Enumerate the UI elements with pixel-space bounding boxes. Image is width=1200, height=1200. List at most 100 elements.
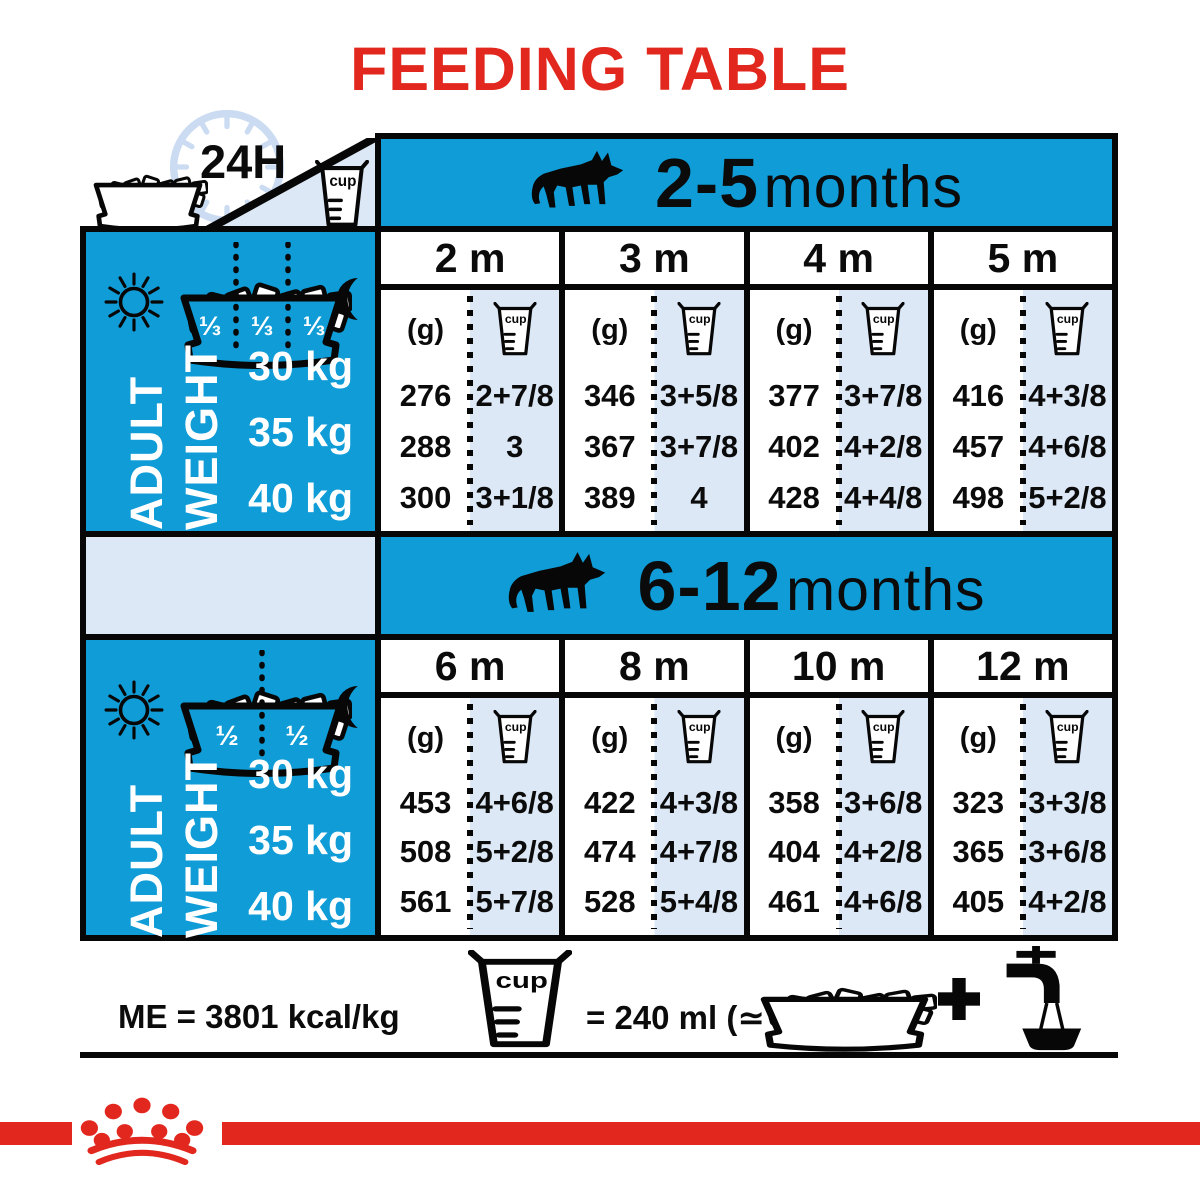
cup-value: 3 <box>506 428 524 464</box>
month-header: 2 m <box>381 232 560 290</box>
grams-value: 561 <box>399 884 452 920</box>
grams-value: 276 <box>399 377 452 413</box>
dotted-divider <box>467 296 474 525</box>
grams-value: 377 <box>768 377 820 413</box>
cup-value: 5+2/8 <box>475 834 554 870</box>
grams-value: 528 <box>583 884 636 920</box>
grams-header: (g) <box>591 721 629 754</box>
grams-value: 288 <box>399 428 452 464</box>
separator-line <box>80 1052 1118 1058</box>
cup-value: 3+1/8 <box>475 479 554 515</box>
dotted-divider <box>467 704 474 929</box>
royal-canin-crown-logo <box>80 1097 204 1165</box>
month-values: (g) 323 3+3/8 365 3+6/8 405 4+2/8 <box>933 698 1112 935</box>
measuring-cup-icon <box>1045 302 1089 358</box>
cup-value: 4+6/8 <box>843 884 923 920</box>
age-header-text: 2-5 months <box>655 148 963 218</box>
cup-value: 3+3/8 <box>1028 784 1107 820</box>
month-column: 4 m (g) 377 3+7/8 402 4+2/8 428 4+4/8 <box>749 232 934 531</box>
age-range: 2-5 <box>654 143 760 222</box>
grams-value: 358 <box>768 784 820 820</box>
food-bowl-icon <box>752 958 937 1054</box>
weight-label: 35 kg <box>248 409 353 455</box>
bowl-fraction: ⅓ <box>251 311 274 341</box>
cup-value: 5+4/8 <box>659 884 739 920</box>
grams-header: (g) <box>959 721 997 754</box>
grams-value: 461 <box>768 884 820 920</box>
age-header-6-12-months: 6-12 months <box>375 531 1118 640</box>
month-column: 12 m (g) 323 3+3/8 365 3+6/8 405 4+2/8 <box>933 640 1112 935</box>
month-header: 5 m <box>933 232 1112 290</box>
month-column: 8 m (g) 422 4+3/8 474 4+7/8 528 5+4/8 <box>565 640 750 935</box>
cup-value: 3+6/8 <box>1028 834 1107 870</box>
grams-value: 346 <box>583 377 636 413</box>
grams-value: 389 <box>583 479 636 515</box>
grams-value: 365 <box>952 834 1005 870</box>
dotted-divider <box>835 296 842 525</box>
month-header: 12 m <box>933 640 1112 698</box>
month-values: (g) 276 2+7/8 288 3 300 3+1/8 <box>381 290 560 531</box>
weight-rows: 30 kg 35 kg 40 kg <box>248 754 353 927</box>
month-column: 5 m (g) 416 4+3/8 457 4+6/8 498 5+2/8 <box>933 232 1112 531</box>
grams-header: (g) <box>959 313 997 346</box>
cup-value: 4+2/8 <box>843 834 923 870</box>
cup-value: 4+4/8 <box>843 479 923 515</box>
water-faucet-icon <box>1006 946 1082 1054</box>
grams-header: (g) <box>407 721 445 754</box>
weight-label: 40 kg <box>248 883 353 929</box>
age-unit: months <box>763 153 964 220</box>
measuring-cup-icon <box>493 710 537 766</box>
month-header: 4 m <box>749 232 928 290</box>
measuring-cup-icon <box>861 710 905 766</box>
grams-header: (g) <box>591 313 629 346</box>
cup-value: 3+5/8 <box>659 377 739 413</box>
bowl-fraction: ½ <box>215 720 238 751</box>
grams-value: 405 <box>952 884 1005 920</box>
grams-value: 323 <box>952 784 1005 820</box>
dotted-divider <box>1019 704 1026 929</box>
measuring-cup-icon <box>677 710 721 766</box>
cup-value: 3+7/8 <box>843 377 923 413</box>
cup-value: 4 <box>690 479 708 515</box>
cup-value: 4+3/8 <box>1028 377 1107 413</box>
moon-icon <box>327 270 369 328</box>
bowl-thirds-icon: ⅓ ⅓ ⅓ <box>172 242 352 372</box>
grams-header: (g) <box>775 721 813 754</box>
dotted-divider <box>651 704 658 929</box>
measuring-cup-icon <box>861 302 905 358</box>
cup-value: 5+7/8 <box>475 884 554 920</box>
grams-value: 428 <box>768 479 820 515</box>
weight-label: 35 kg <box>248 817 353 863</box>
feeding-table-2-5-months: 2 m (g) 276 2+7/8 288 3 300 3+1/8 3 m <box>375 226 1118 537</box>
24h-label: 24H <box>200 135 287 188</box>
grams-header: (g) <box>775 313 813 346</box>
grams-value: 508 <box>399 834 452 870</box>
plus-icon <box>938 978 980 1020</box>
page-title: FEEDING TABLE <box>350 35 850 103</box>
measuring-cup-icon <box>677 302 721 358</box>
cup-value: 4+6/8 <box>475 784 554 820</box>
age-header-2-5-months: 2-5 months <box>375 133 1118 232</box>
month-column: 10 m (g) 358 3+6/8 404 4+2/8 461 4+6/8 <box>749 640 934 935</box>
metabolizable-energy-label: ME = 3801 kcal/kg <box>118 998 400 1035</box>
section-gap-band <box>80 531 375 640</box>
dotted-divider <box>1019 296 1026 525</box>
grams-value: 422 <box>583 784 636 820</box>
dog-silhouette-icon <box>530 150 625 216</box>
month-header: 3 m <box>565 232 744 290</box>
weight-label: 40 kg <box>248 475 353 521</box>
measuring-cup-icon <box>493 302 537 358</box>
daily-ration-panel-1: ⅓ ⅓ ⅓ ADULT WEIGHT 30 kg 35 kg 40 kg <box>80 226 375 537</box>
adult-weight-label: ADULT WEIGHT <box>121 752 227 938</box>
cup-value: 5+2/8 <box>1028 479 1107 515</box>
month-values: (g) 453 4+6/8 508 5+2/8 561 5+7/8 <box>381 698 560 935</box>
month-values: (g) 416 4+3/8 457 4+6/8 498 5+2/8 <box>933 290 1112 531</box>
grams-value: 498 <box>952 479 1005 515</box>
month-values: (g) 358 3+6/8 404 4+2/8 461 4+6/8 <box>749 698 928 935</box>
grams-value: 457 <box>952 428 1005 464</box>
age-header-text: 6-12 months <box>637 551 985 621</box>
feeding-table-6-12-months: 6 m (g) 453 4+6/8 508 5+2/8 561 5+7/8 8 … <box>375 634 1118 941</box>
grams-value: 416 <box>952 377 1005 413</box>
cup-value: 3+6/8 <box>843 784 923 820</box>
bowl-fraction: ⅓ <box>303 311 326 341</box>
